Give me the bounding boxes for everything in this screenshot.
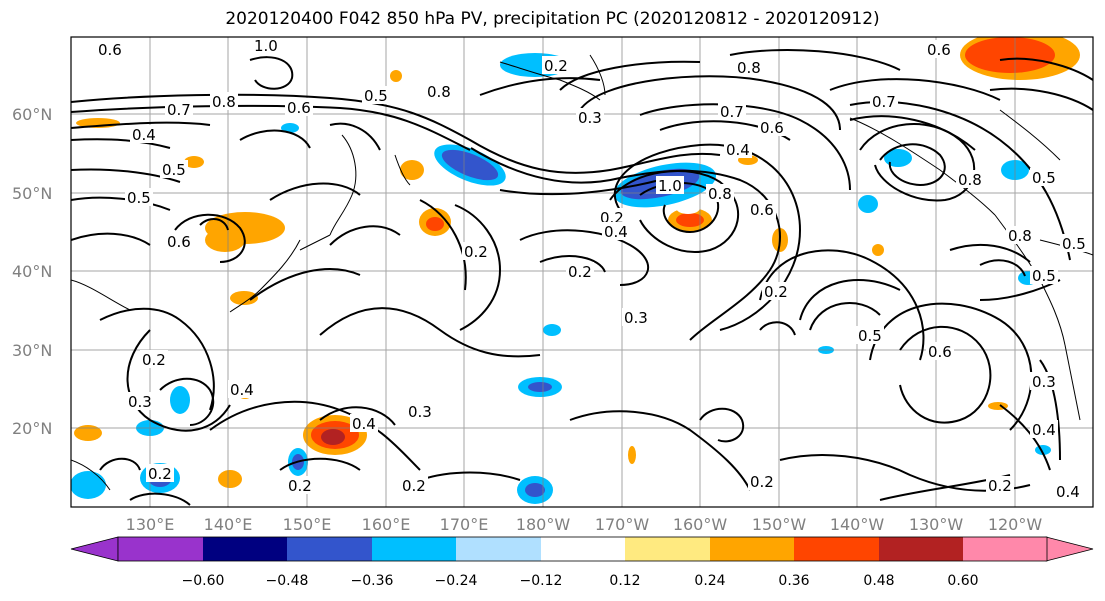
colorbar-label: −0.48	[266, 573, 309, 589]
colorbar-label: −0.12	[520, 573, 563, 589]
contour-label: 0.4	[604, 223, 628, 241]
contour-label: 0.7	[720, 103, 744, 121]
contour-label: 0.2	[750, 473, 774, 491]
colorbar-label: 0.48	[863, 573, 894, 589]
lat-label: 40°N	[12, 262, 52, 281]
contour-label: 0.3	[128, 393, 152, 411]
lon-label: 170°E	[440, 515, 489, 534]
contour-label: 0.5	[858, 327, 882, 345]
lat-label: 20°N	[12, 419, 52, 438]
lon-label: 120°W	[988, 515, 1043, 534]
colorbar-segment	[118, 537, 203, 561]
colorbar-extend-max	[1045, 536, 1094, 562]
colorbar-segment	[203, 537, 288, 561]
colorbar-segment	[794, 537, 879, 561]
coastlines	[71, 54, 1093, 491]
pv-contours	[71, 49, 1093, 506]
contour-label: 0.6	[98, 41, 122, 59]
contour-label: 0.2	[148, 465, 172, 483]
contour-label: 0.3	[624, 309, 648, 327]
contour-label: 0.7	[872, 93, 896, 111]
map-content: 0.6 1.0 0.8 0.7 0.6 0.5 0.8 0.4 0.5 0.5 …	[71, 37, 1093, 507]
contour-label: 0.4	[230, 381, 254, 399]
contour-label: 0.8	[708, 185, 732, 203]
colorbar-segment	[879, 537, 964, 561]
colorbar-segment	[287, 537, 372, 561]
contour-label: 0.3	[1032, 373, 1056, 391]
colorbar-segment	[625, 537, 710, 561]
lon-label: 160°W	[673, 515, 728, 534]
contour-label: 0.4	[132, 126, 156, 144]
contour-label: 0.6	[287, 99, 311, 117]
lat-label: 60°N	[12, 105, 52, 124]
colorbar-label: −0.36	[351, 573, 394, 589]
contour-label: 0.6	[167, 233, 191, 251]
contour-label: 0.6	[927, 41, 951, 59]
lon-label: 130°E	[126, 515, 175, 534]
lon-label: 140°E	[204, 515, 253, 534]
contour-label: 0.8	[427, 83, 451, 101]
contour-label: 0.3	[578, 109, 602, 127]
lon-label: 180°W	[516, 515, 571, 534]
contour-label: 0.8	[737, 59, 761, 77]
contour-label: 0.2	[764, 283, 788, 301]
lat-label: 30°N	[12, 341, 52, 360]
contour-label: 0.5	[127, 189, 151, 207]
colorbar-label: 0.24	[694, 573, 725, 589]
contour-label: 0.8	[958, 171, 982, 189]
contour-label: 0.5	[1032, 169, 1056, 187]
contour-label: 1.0	[658, 177, 682, 195]
colorbar-label: 0.12	[609, 573, 640, 589]
contour-label: 0.5	[1062, 235, 1086, 253]
map-frame	[70, 36, 1094, 508]
contour-label: 0.8	[1008, 227, 1032, 245]
contour-label: 1.0	[254, 37, 278, 55]
lon-label: 160°E	[362, 515, 411, 534]
colorbar-extend-min	[70, 536, 119, 562]
contour-labels: 0.6 1.0 0.8 0.7 0.6 0.5 0.8 0.4 0.5 0.5 …	[96, 37, 1092, 501]
longitude-labels: 130°E 140°E 150°E 160°E 170°E 180°W 170°…	[126, 515, 1043, 534]
contour-label: 0.2	[988, 477, 1012, 495]
lon-label: 140°W	[830, 515, 885, 534]
colorbar: −0.60 −0.48 −0.36 −0.24 −0.12 0.12 0.24 …	[70, 536, 1094, 589]
colorbar-outline	[117, 536, 1048, 562]
contour-label: 0.2	[568, 263, 592, 281]
contour-label: 0.6	[750, 201, 774, 219]
contour-label: 0.2	[288, 477, 312, 495]
contour-label: 0.2	[544, 57, 568, 75]
map-title: 2020120400 F042 850 hPa PV, precipitatio…	[225, 9, 880, 29]
latitude-labels: 60°N 50°N 40°N 30°N 20°N	[12, 105, 52, 438]
colorbar-label: −0.60	[182, 573, 225, 589]
lat-label: 50°N	[12, 184, 52, 203]
contour-label: 0.5	[364, 87, 388, 105]
colorbar-segment	[710, 537, 795, 561]
contour-label: 0.5	[162, 161, 186, 179]
colorbar-segment	[372, 537, 457, 561]
lon-label: 150°W	[752, 515, 807, 534]
contour-label: 0.2	[402, 477, 426, 495]
contour-label: 0.4	[1032, 421, 1056, 439]
contour-label: 0.5	[1032, 267, 1056, 285]
colorbar-segment	[963, 537, 1047, 561]
lon-label: 130°W	[909, 515, 964, 534]
contour-label: 0.6	[928, 343, 952, 361]
colorbar-label: 0.36	[778, 573, 809, 589]
colorbar-segment	[456, 537, 541, 561]
contour-label: 0.3	[408, 403, 432, 421]
contour-label: 0.2	[464, 243, 488, 261]
contour-label: 0.4	[1056, 483, 1080, 501]
contour-label: 0.7	[167, 101, 191, 119]
contour-label: 0.4	[726, 141, 750, 159]
contour-label: 0.6	[760, 119, 784, 137]
lon-label: 150°E	[283, 515, 332, 534]
colorbar-segment	[541, 537, 626, 561]
lon-label: 170°W	[595, 515, 650, 534]
colorbar-label: 0.60	[947, 573, 978, 589]
colorbar-label: −0.24	[435, 573, 478, 589]
contour-label: 0.8	[212, 93, 236, 111]
contour-label: 0.4	[352, 415, 376, 433]
contour-label: 0.2	[142, 351, 166, 369]
